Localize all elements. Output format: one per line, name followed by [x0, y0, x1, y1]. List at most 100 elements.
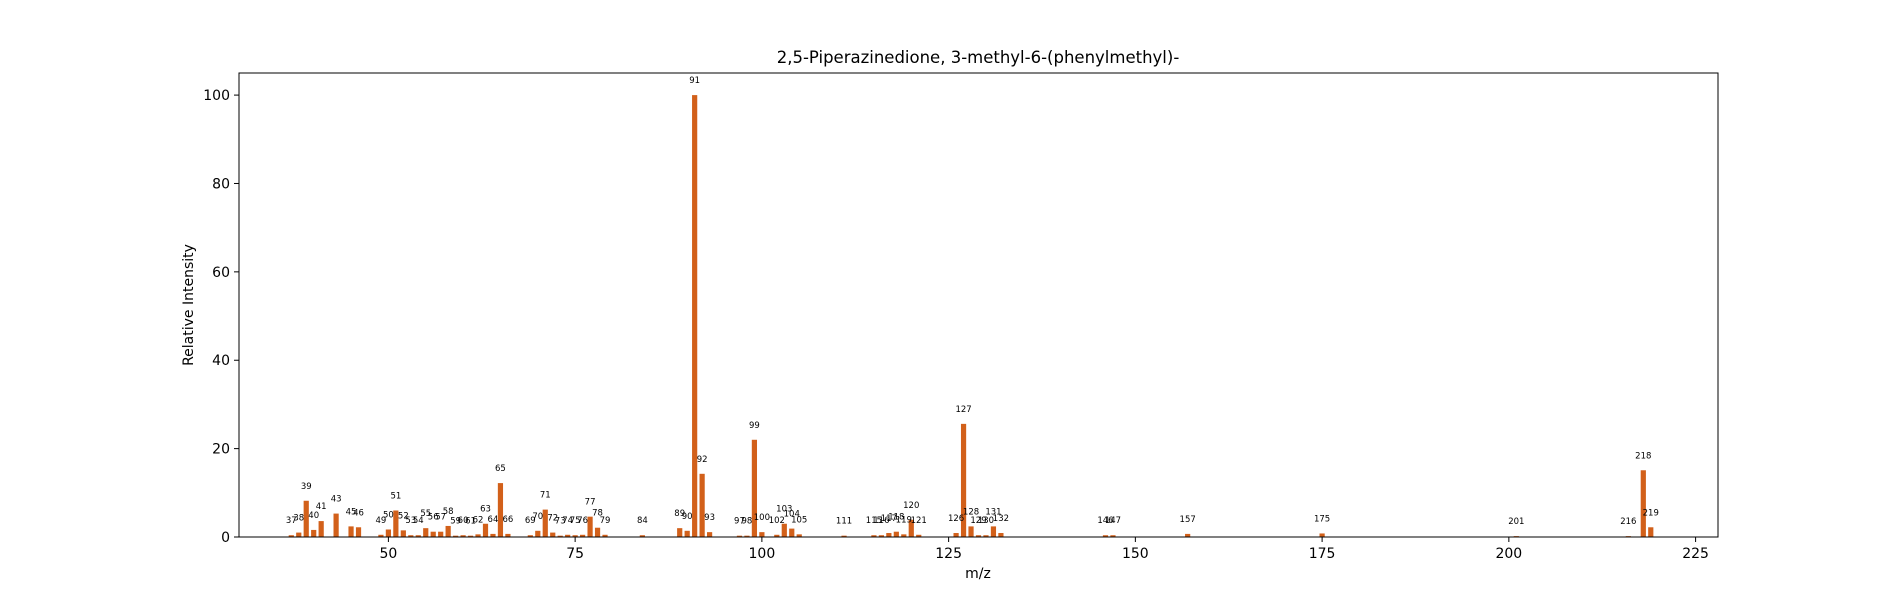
peak-bar-90 — [684, 530, 690, 537]
peak-bar-104 — [789, 528, 795, 537]
peak-label-102: 102 — [769, 516, 785, 526]
peak-label-121: 121 — [911, 516, 927, 526]
peak-label-218: 218 — [1635, 451, 1651, 461]
peak-label-57: 57 — [435, 513, 446, 523]
x-tick-label-150: 150 — [1122, 546, 1149, 562]
peak-bar-75 — [572, 535, 578, 537]
peak-bar-117 — [886, 533, 892, 537]
peak-label-74: 74 — [562, 516, 573, 526]
peak-label-38: 38 — [293, 514, 304, 524]
peak-bar-74 — [565, 534, 571, 537]
peak-label-119: 119 — [896, 515, 912, 525]
x-axis-ticks: 50 75 100 125 150 175 200 225 — [379, 537, 1709, 562]
peak-label-77: 77 — [585, 498, 596, 508]
peak-label-43: 43 — [331, 495, 342, 505]
peak-bar-43 — [333, 513, 339, 537]
peak-bar-84 — [639, 535, 645, 537]
peak-bar-51 — [393, 510, 399, 537]
peak-label-58: 58 — [443, 507, 454, 517]
peak-bar-93 — [706, 532, 713, 537]
peak-bar-55 — [423, 528, 429, 537]
y-tick-label-40: 40 — [212, 353, 230, 369]
y-axis-label: Relative Intensity — [181, 244, 197, 366]
peak-bar-61 — [467, 535, 474, 537]
peak-bar-121 — [916, 534, 922, 537]
peak-bar-126 — [953, 533, 959, 537]
peak-bar-132 — [998, 533, 1004, 537]
peak-bar-102 — [774, 534, 780, 537]
peak-label-157: 157 — [1180, 515, 1196, 525]
peak-label-59: 59 — [450, 517, 461, 527]
x-tick-label-175: 175 — [1309, 546, 1336, 562]
bars-group — [288, 95, 1654, 537]
peak-label-76: 76 — [577, 516, 588, 526]
peak-label-116: 116 — [873, 516, 889, 526]
peak-bar-92 — [699, 473, 705, 537]
peak-bar-56 — [430, 531, 436, 537]
peak-label-219: 219 — [1643, 508, 1659, 518]
peak-label-111: 111 — [836, 517, 852, 527]
peak-label-55: 55 — [420, 509, 431, 519]
peak-label-89: 89 — [674, 509, 685, 519]
peak-label-56: 56 — [428, 513, 439, 523]
y-axis-ticks: 0 20 40 60 80 100 — [203, 88, 239, 546]
peak-label-146: 146 — [1097, 516, 1113, 526]
peak-label-66: 66 — [502, 515, 513, 525]
peak-label-127: 127 — [955, 405, 971, 415]
peak-label-130: 130 — [978, 516, 994, 526]
peak-label-118: 118 — [888, 513, 904, 523]
peak-bar-63 — [482, 523, 489, 537]
peak-label-46: 46 — [353, 508, 364, 518]
peak-label-129: 129 — [970, 516, 986, 526]
peak-label-65: 65 — [495, 464, 506, 474]
peak-bar-52 — [400, 530, 406, 537]
peak-label-45: 45 — [346, 507, 357, 517]
peak-label-175: 175 — [1314, 514, 1330, 524]
peak-label-103: 103 — [776, 505, 792, 515]
peak-label-64: 64 — [488, 515, 499, 525]
peak-label-91: 91 — [689, 76, 700, 86]
peak-label-201: 201 — [1508, 517, 1524, 527]
peak-label-70: 70 — [532, 512, 543, 522]
peak-label-60: 60 — [458, 516, 469, 526]
peak-bar-218 — [1640, 470, 1646, 537]
peak-bar-77 — [587, 516, 593, 537]
peak-label-126: 126 — [948, 514, 964, 524]
plot-frame — [238, 72, 1719, 538]
peak-label-63: 63 — [480, 505, 491, 515]
x-axis-label: m/z — [965, 566, 991, 582]
peak-label-115: 115 — [866, 516, 882, 526]
peak-label-69: 69 — [525, 516, 536, 526]
peak-label-71: 71 — [540, 491, 551, 501]
peak-bar-53 — [408, 535, 414, 537]
peak-label-49: 49 — [376, 516, 387, 526]
y-tick-label-60: 60 — [212, 265, 230, 281]
peak-bar-97 — [736, 535, 743, 537]
peak-label-92: 92 — [697, 455, 708, 465]
peak-bar-38 — [296, 532, 302, 537]
peak-bar-66 — [505, 533, 511, 537]
peak-label-41: 41 — [316, 502, 327, 512]
x-tick-label-75: 75 — [566, 546, 584, 562]
x-tick-label-200: 200 — [1495, 546, 1522, 562]
peak-bar-100 — [759, 532, 765, 537]
y-tick-label-80: 80 — [212, 176, 230, 192]
peak-bar-71 — [542, 509, 548, 537]
peak-bar-54 — [415, 535, 421, 537]
peak-label-131: 131 — [985, 507, 1001, 517]
peak-bar-73 — [557, 535, 563, 537]
peak-label-147: 147 — [1105, 516, 1121, 526]
peak-bar-119 — [901, 534, 907, 537]
peak-bar-49 — [378, 534, 384, 537]
peak-label-117: 117 — [881, 514, 897, 524]
x-tick-label-225: 225 — [1682, 546, 1709, 562]
peak-label-104: 104 — [784, 510, 800, 520]
peak-bar-116 — [878, 535, 884, 537]
peak-label-37: 37 — [286, 516, 297, 526]
peak-label-54: 54 — [413, 516, 424, 526]
peak-label-99: 99 — [749, 421, 760, 431]
chart-title: 2,5-Piperazinedione, 3-methyl-6-(phenylm… — [777, 48, 1180, 67]
peak-label-50: 50 — [383, 510, 394, 520]
peak-bar-99 — [751, 439, 758, 537]
